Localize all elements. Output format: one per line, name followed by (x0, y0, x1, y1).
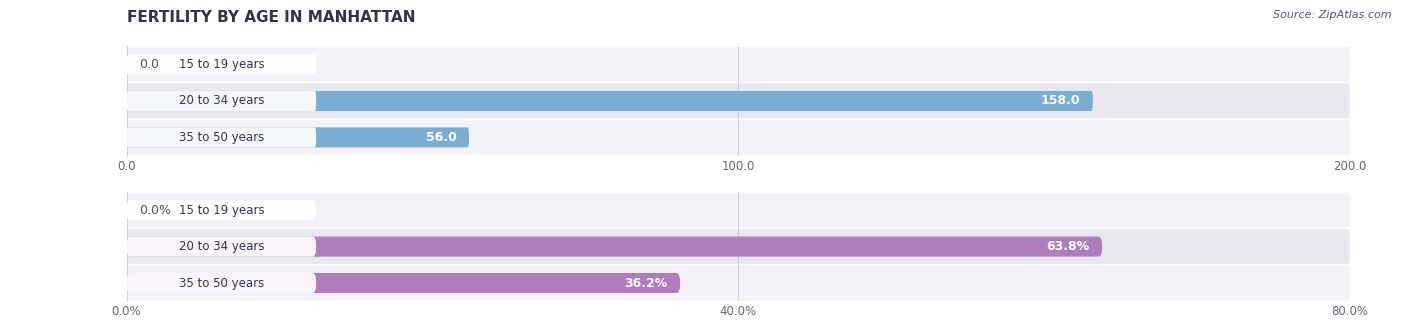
Text: 20 to 34 years: 20 to 34 years (179, 94, 264, 108)
Text: Source: ZipAtlas.com: Source: ZipAtlas.com (1274, 10, 1392, 20)
Text: 15 to 19 years: 15 to 19 years (179, 58, 264, 71)
Text: 35 to 50 years: 35 to 50 years (179, 131, 264, 144)
FancyBboxPatch shape (127, 120, 1350, 155)
Text: 56.0: 56.0 (426, 131, 457, 144)
FancyBboxPatch shape (127, 273, 316, 293)
Text: 158.0: 158.0 (1040, 94, 1081, 108)
FancyBboxPatch shape (127, 91, 1092, 111)
FancyBboxPatch shape (127, 83, 1350, 118)
Text: 0.0: 0.0 (139, 58, 159, 71)
FancyBboxPatch shape (127, 193, 1350, 228)
Text: 35 to 50 years: 35 to 50 years (179, 276, 264, 290)
Text: 20 to 34 years: 20 to 34 years (179, 240, 264, 253)
Text: 0.0%: 0.0% (139, 204, 170, 217)
FancyBboxPatch shape (127, 127, 316, 147)
FancyBboxPatch shape (127, 127, 470, 147)
FancyBboxPatch shape (127, 237, 1102, 257)
FancyBboxPatch shape (127, 265, 1350, 301)
FancyBboxPatch shape (127, 273, 681, 293)
Text: FERTILITY BY AGE IN MANHATTAN: FERTILITY BY AGE IN MANHATTAN (127, 10, 415, 25)
FancyBboxPatch shape (127, 91, 316, 111)
Text: 63.8%: 63.8% (1046, 240, 1090, 253)
Text: 36.2%: 36.2% (624, 276, 668, 290)
FancyBboxPatch shape (127, 200, 316, 220)
FancyBboxPatch shape (127, 55, 316, 74)
FancyBboxPatch shape (127, 47, 1350, 82)
Text: 15 to 19 years: 15 to 19 years (179, 204, 264, 217)
FancyBboxPatch shape (127, 229, 1350, 264)
FancyBboxPatch shape (127, 237, 316, 257)
